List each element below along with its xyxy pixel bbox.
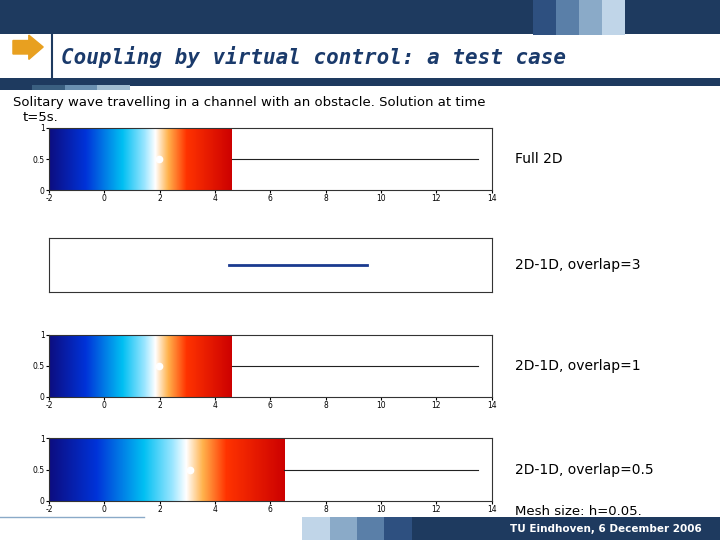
Text: Coupling by virtual control: a test case: Coupling by virtual control: a test case bbox=[61, 46, 566, 68]
Text: 2D-1D, overlap=3: 2D-1D, overlap=3 bbox=[515, 258, 640, 272]
Bar bbox=[579, 0, 602, 35]
Bar bbox=[0, 517, 720, 540]
Bar bbox=[0, 78, 720, 86]
Bar bbox=[384, 517, 412, 540]
Bar bbox=[0, 85, 32, 90]
Bar bbox=[357, 517, 384, 540]
Bar bbox=[556, 0, 579, 35]
Bar bbox=[602, 0, 625, 35]
Text: 2D-1D, overlap=1: 2D-1D, overlap=1 bbox=[515, 359, 640, 373]
Text: Mesh size: h=0.05.: Mesh size: h=0.05. bbox=[515, 505, 642, 518]
Text: t=5s.: t=5s. bbox=[23, 111, 59, 124]
Bar bbox=[97, 85, 130, 90]
Bar bbox=[0, 34, 720, 78]
Bar bbox=[65, 85, 97, 90]
Bar bbox=[32, 85, 65, 90]
Text: 2D-1D, overlap=0.5: 2D-1D, overlap=0.5 bbox=[515, 463, 654, 476]
Bar bbox=[533, 0, 556, 35]
Bar bbox=[330, 517, 357, 540]
Bar bbox=[302, 517, 720, 540]
Text: TU Eindhoven, 6 December 2006: TU Eindhoven, 6 December 2006 bbox=[510, 524, 702, 534]
Bar bbox=[0, 0, 720, 35]
Polygon shape bbox=[13, 35, 43, 59]
Text: Full 2D: Full 2D bbox=[515, 152, 562, 166]
Bar bbox=[302, 517, 330, 540]
Text: Solitary wave travelling in a channel with an obstacle. Solution at time: Solitary wave travelling in a channel wi… bbox=[13, 96, 485, 109]
